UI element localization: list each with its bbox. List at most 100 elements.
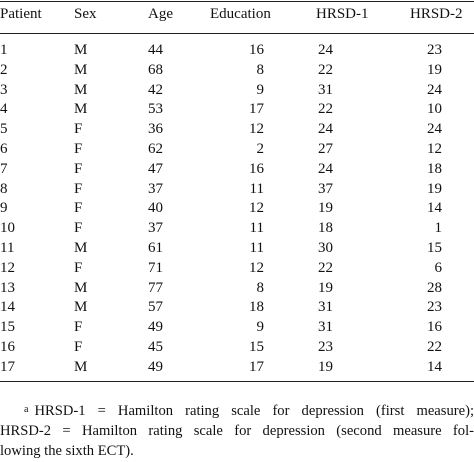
table-row: 16 F 45 15 23 22 — [0, 337, 474, 357]
table-row: 9 F 40 12 19 14 — [0, 198, 474, 218]
header-education: Education — [210, 6, 271, 22]
cell-age: 61 — [148, 240, 163, 256]
header-patient: Patient — [0, 6, 42, 22]
table-row: 5 F 36 12 24 24 — [0, 119, 474, 139]
cell-hrsd2: 10 — [427, 101, 442, 118]
cell-education: 17 — [249, 101, 264, 118]
table-row: 12 F 71 12 22 6 — [0, 258, 474, 278]
cell-hrsd2: 28 — [427, 279, 442, 296]
cell-hrsd2: 23 — [427, 299, 442, 316]
cell-hrsd1: 22 — [318, 259, 333, 276]
cell-education: 8 — [256, 279, 265, 296]
cell-patient: 4 — [0, 101, 8, 118]
cell-age: 37 — [148, 180, 163, 197]
cell-hrsd2: 16 — [427, 319, 442, 336]
table-header-rule — [0, 33, 474, 34]
table-row: 15 F 49 9 31 16 — [0, 317, 474, 337]
cell-patient: 9 — [0, 200, 8, 217]
cell-hrsd1: 19 — [318, 358, 333, 375]
cell-hrsd1: 22 — [318, 61, 333, 78]
cell-education: 12 — [249, 259, 264, 276]
footnote-line-1: a HRSD-1 = Hamilton rating scale for depr… — [0, 400, 474, 422]
cell-hrsd2: 18 — [427, 160, 442, 177]
table-bottom-rule — [0, 381, 474, 382]
cell-sex: M — [74, 240, 88, 256]
table-row: 7 F 47 16 24 18 — [0, 159, 474, 179]
cell-sex: F — [74, 180, 83, 197]
cell-education: 11 — [249, 220, 264, 237]
table-row: 17 M 49 17 19 14 — [0, 357, 474, 377]
cell-patient: 3 — [0, 81, 8, 98]
header-hrsd2: HRSD-2 — [410, 6, 463, 22]
cell-patient: 8 — [0, 180, 8, 197]
cell-sex: F — [74, 319, 83, 336]
cell-age: 77 — [148, 279, 163, 296]
cell-sex: F — [74, 160, 83, 177]
cell-hrsd1: 27 — [318, 141, 333, 157]
table-row: 6 F 62 2 27 12 — [0, 139, 474, 159]
cell-hrsd1: 18 — [318, 220, 333, 237]
cell-age: 47 — [148, 160, 163, 177]
cell-hrsd1: 31 — [318, 81, 333, 98]
cell-age: 37 — [148, 220, 163, 237]
cell-hrsd1: 31 — [318, 299, 333, 316]
cell-age: 57 — [148, 299, 163, 316]
cell-hrsd1: 19 — [318, 279, 333, 296]
table-row: 2 M 68 8 22 19 — [0, 60, 474, 80]
cell-patient: 10 — [0, 220, 15, 237]
table-row: 8 F 37 11 37 19 — [0, 179, 474, 199]
cell-age: 62 — [148, 141, 163, 157]
cell-education: 18 — [249, 299, 264, 316]
cell-sex: M — [74, 279, 88, 296]
cell-hrsd2: 15 — [427, 240, 442, 256]
table-row: 13 M 77 8 19 28 — [0, 278, 474, 298]
header-sex: Sex — [74, 6, 97, 22]
cell-hrsd2: 24 — [427, 81, 442, 98]
cell-education: 11 — [249, 180, 264, 197]
cell-education: 16 — [249, 42, 264, 58]
cell-hrsd2: 1 — [434, 220, 443, 237]
cell-education: 11 — [249, 240, 264, 256]
cell-age: 68 — [148, 61, 163, 78]
cell-education: 15 — [249, 339, 264, 355]
cell-patient: 5 — [0, 121, 8, 138]
header-hrsd1: HRSD-1 — [316, 6, 369, 22]
cell-patient: 2 — [0, 61, 8, 78]
table-header-row: Patient Sex Age Education HRSD-1 HRSD-2 — [0, 4, 474, 24]
cell-education: 16 — [249, 160, 264, 177]
cell-age: 49 — [148, 358, 163, 375]
cell-age: 44 — [148, 42, 163, 58]
footnote-line-3: lowing the sixth ECT). — [0, 443, 134, 459]
cell-sex: M — [74, 42, 88, 58]
cell-age: 36 — [148, 121, 163, 138]
cell-education: 9 — [256, 81, 265, 98]
cell-hrsd2: 24 — [427, 121, 442, 138]
cell-patient: 7 — [0, 160, 8, 177]
footnote-hrsd1-definition: HRSD-1 = Hamilton rating scale for depre… — [34, 403, 474, 419]
cell-patient: 17 — [0, 358, 15, 375]
table-row: 3 M 42 9 31 24 — [0, 80, 474, 100]
table-row: 10 F 37 11 18 1 — [0, 218, 474, 238]
cell-hrsd1: 24 — [318, 42, 333, 58]
cell-hrsd1: 22 — [318, 101, 333, 118]
cell-sex: F — [74, 141, 83, 157]
cell-hrsd1: 19 — [318, 200, 333, 217]
cell-sex: M — [74, 299, 88, 316]
cell-hrsd2: 6 — [434, 259, 443, 276]
cell-hrsd1: 24 — [318, 121, 333, 138]
cell-hrsd2: 19 — [427, 180, 442, 197]
cell-education: 17 — [249, 358, 264, 375]
cell-hrsd2: 14 — [427, 200, 442, 217]
cell-sex: F — [74, 259, 83, 276]
cell-age: 40 — [148, 200, 163, 217]
cell-age: 45 — [148, 339, 163, 355]
cell-hrsd2: 23 — [427, 42, 442, 58]
cell-hrsd2: 22 — [427, 339, 442, 355]
cell-patient: 11 — [0, 240, 15, 256]
footnote-line-2: HRSD-2 = Hamilton rating scale for depre… — [0, 423, 474, 439]
cell-sex: F — [74, 339, 83, 355]
cell-education: 9 — [256, 319, 265, 336]
cell-sex: F — [74, 220, 83, 237]
cell-age: 71 — [148, 259, 163, 276]
cell-age: 42 — [148, 81, 163, 98]
